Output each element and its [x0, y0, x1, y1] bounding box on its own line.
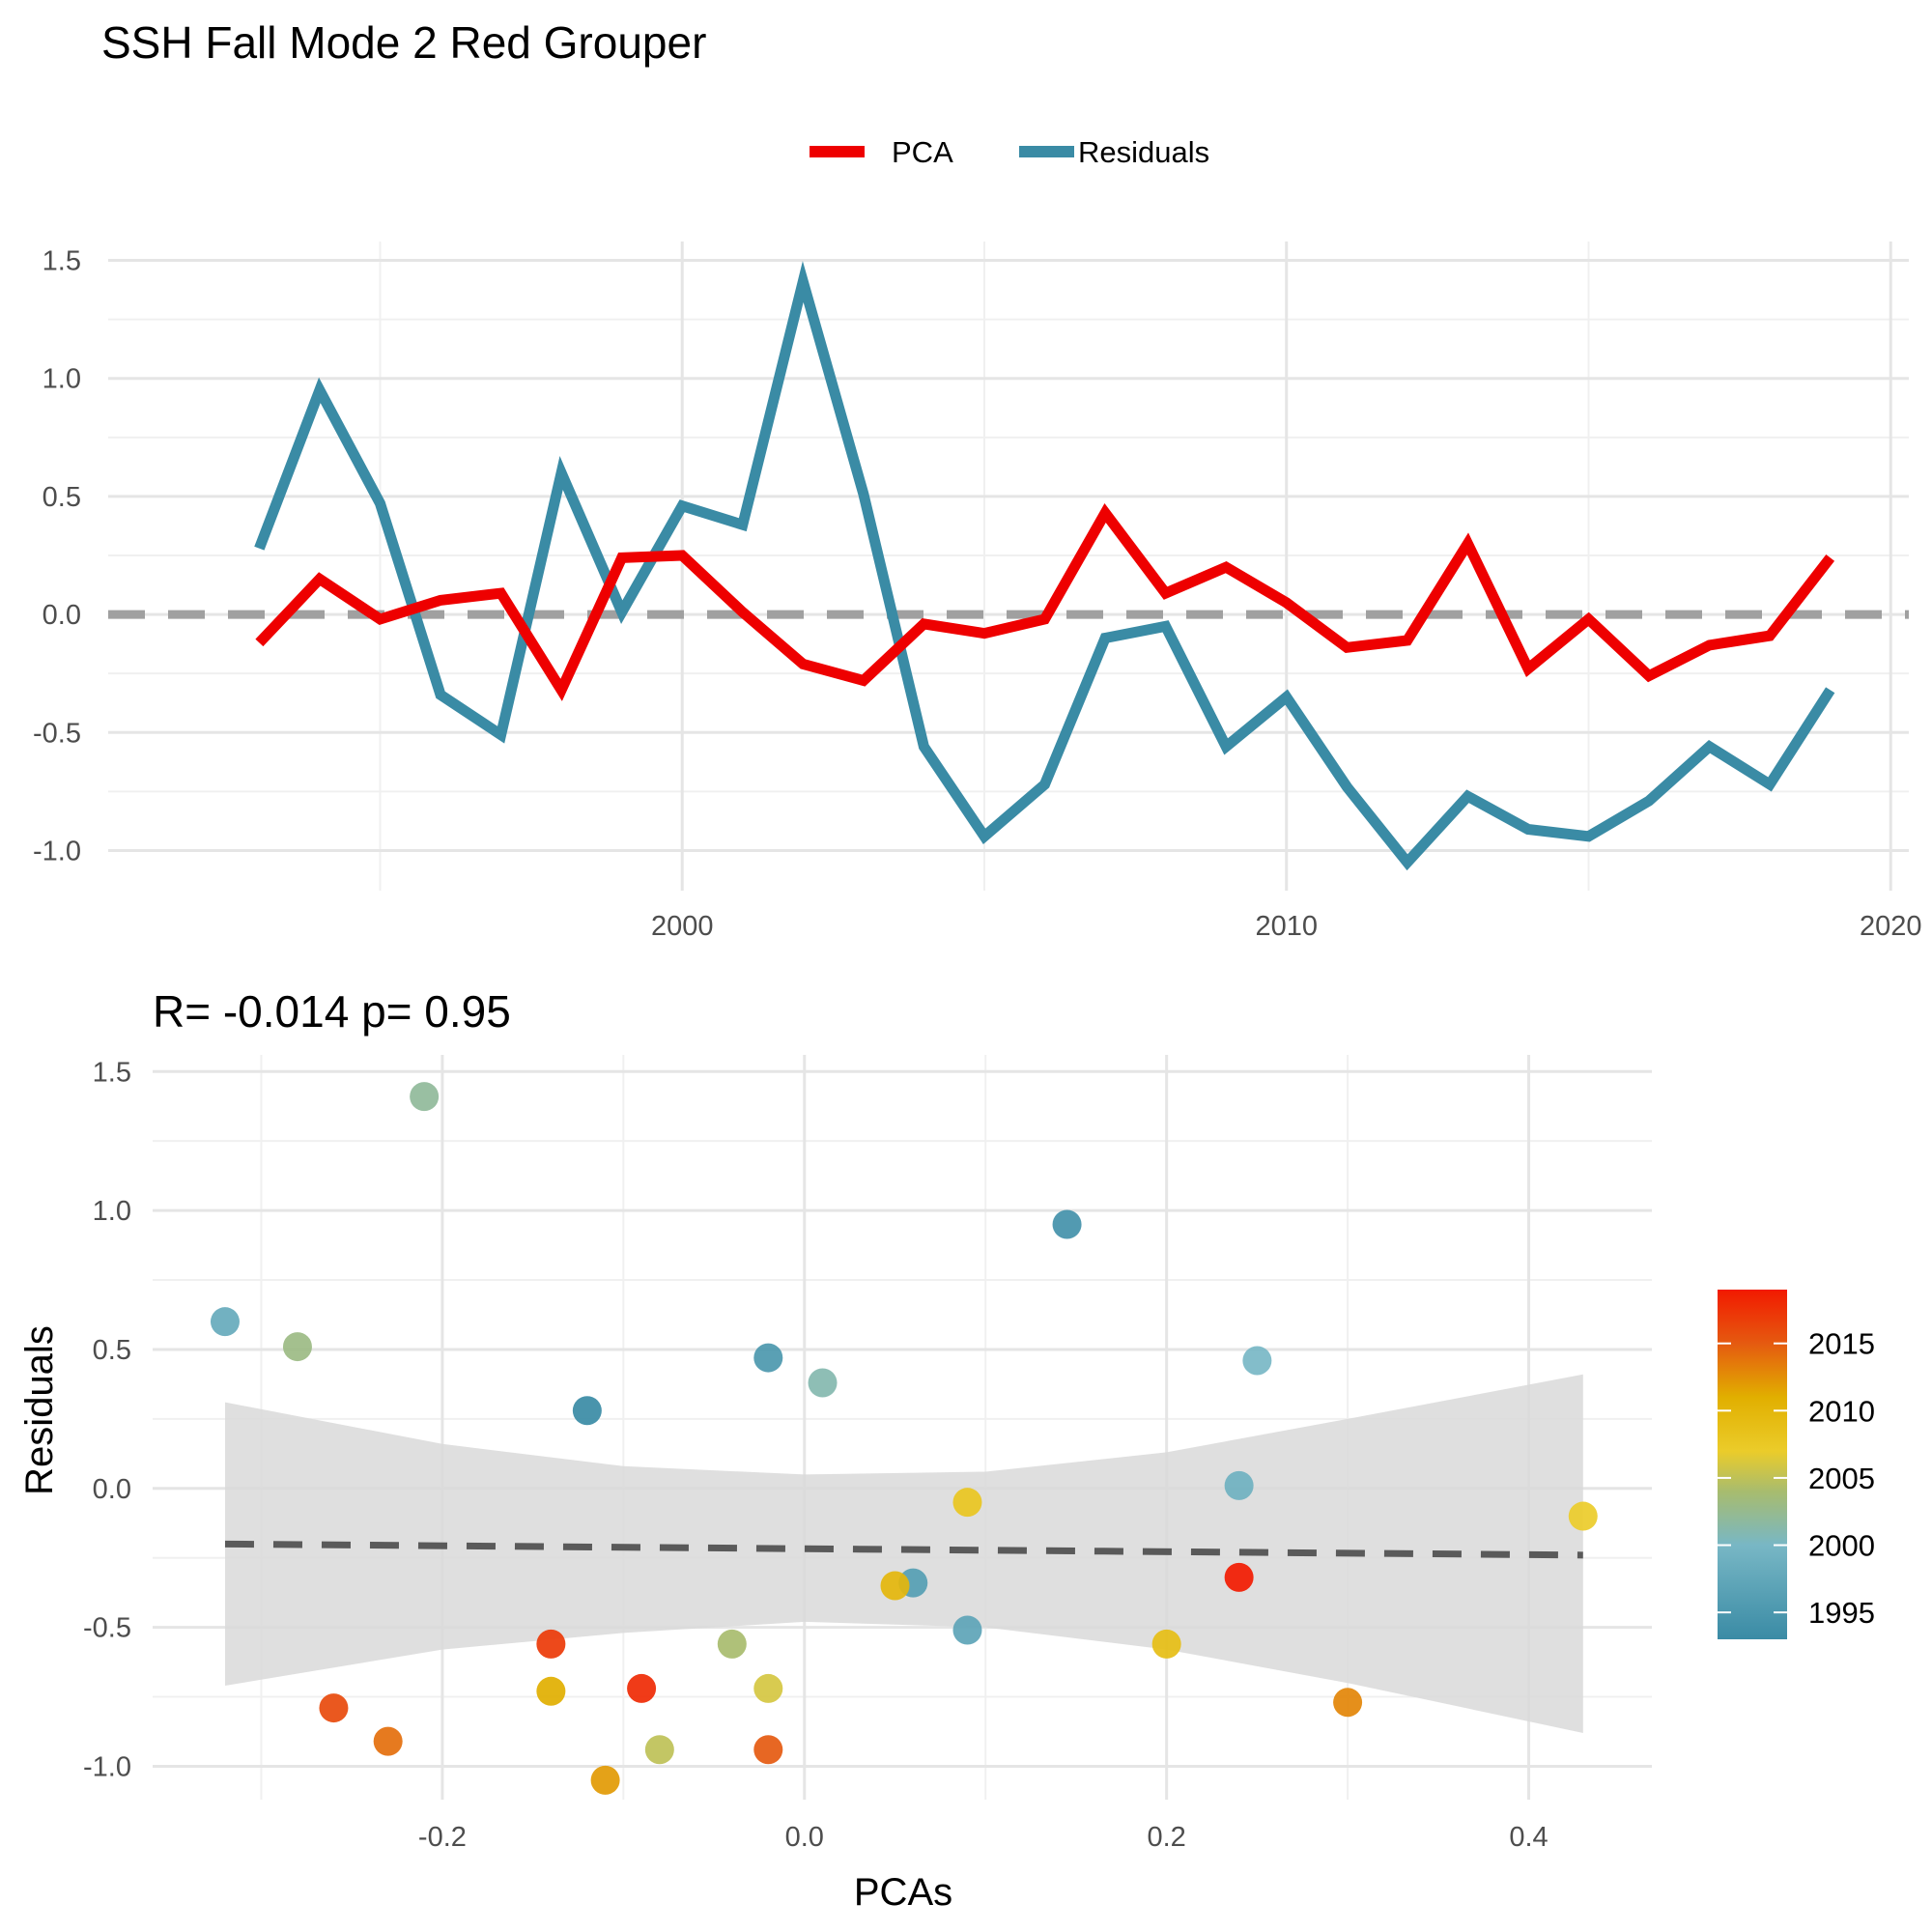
scatter-point — [753, 1673, 783, 1703]
x-tick-label: 0.2 — [1147, 1822, 1185, 1853]
scatter-point — [319, 1693, 349, 1723]
time-series-lines — [254, 261, 1835, 871]
scatter-point — [880, 1571, 910, 1601]
scatter-point — [1242, 1346, 1272, 1376]
y-tick-label: 1.0 — [93, 1196, 131, 1227]
scatter-point — [536, 1676, 566, 1706]
y-tick-label: 0.5 — [93, 1335, 131, 1366]
series-line-pca — [255, 503, 1835, 701]
colorbar-tick-label: 2015 — [1808, 1327, 1875, 1361]
scatter-point — [717, 1629, 747, 1659]
legend-label-residuals: Residuals — [1078, 135, 1209, 169]
colorbar-tick-label: 1995 — [1808, 1596, 1875, 1630]
scatter-point — [1224, 1470, 1254, 1500]
scatter-point — [282, 1332, 312, 1362]
time-series-panel: -1.0 -0.5 0.0 0.5 1.0 1.5 2000 2010 2020 — [33, 242, 1921, 942]
y-tick-label: 1.5 — [43, 246, 81, 277]
y-tick-label: -0.5 — [33, 718, 81, 749]
scatter-point — [210, 1307, 240, 1337]
scatter-point — [644, 1735, 674, 1765]
x-axis-title: PCAs — [854, 1871, 952, 1914]
scatter-point — [536, 1629, 566, 1659]
colorbar-ticks: 1995 2000 2005 2010 2015 — [1718, 1327, 1875, 1630]
scatter-point — [753, 1343, 783, 1373]
y-tick-label: 1.5 — [93, 1057, 131, 1088]
page-title: SSH Fall Mode 2 Red Grouper — [101, 17, 706, 68]
scatter-point — [1151, 1629, 1181, 1659]
x-tick-label: 2000 — [651, 911, 714, 942]
y-tick-label: 0.5 — [43, 482, 81, 513]
x-tick-label: 0.4 — [1509, 1822, 1548, 1853]
regression-fit-line — [224, 1540, 1583, 1559]
scatter-point — [952, 1615, 982, 1645]
colorbar-tick-label: 2000 — [1808, 1529, 1875, 1563]
confidence-band — [225, 1374, 1583, 1733]
scatter-point — [1224, 1562, 1254, 1592]
x-tick-label: 2010 — [1255, 911, 1318, 942]
legend: PCA Residuals — [810, 135, 1209, 169]
time-series-grid — [108, 242, 1909, 891]
x-tick-label: 0.0 — [785, 1822, 824, 1853]
y-tick-label: 1.0 — [43, 364, 81, 395]
scatter-point — [1568, 1501, 1598, 1531]
scatter-y-axis: -1.0 -0.5 0.0 0.5 1.0 1.5 — [83, 1057, 131, 1782]
scatter-point — [808, 1368, 838, 1398]
time-series-x-axis: 2000 2010 2020 — [651, 911, 1922, 942]
correlation-stat-label: R= -0.014 p= 0.95 — [153, 986, 511, 1037]
scatter-x-axis: -0.2 0.0 0.2 0.4 — [418, 1822, 1548, 1853]
time-series-y-axis: -1.0 -0.5 0.0 0.5 1.0 1.5 — [33, 246, 81, 867]
scatter-point — [952, 1488, 982, 1518]
scatter-point — [590, 1765, 620, 1795]
x-tick-label: -0.2 — [418, 1822, 467, 1853]
colorbar-gradient — [1718, 1290, 1787, 1639]
scatter-panel: -1.0-0.50.00.51.01.5 -0.2 0.0 0.2 0.4 PCAs … — [18, 1055, 1652, 1914]
scatter-point — [572, 1396, 602, 1426]
y-tick-label: -1.0 — [83, 1751, 131, 1782]
colorbar-tick-label: 2010 — [1808, 1394, 1875, 1428]
scatter-point — [1333, 1688, 1363, 1718]
scatter-point — [373, 1726, 403, 1756]
y-axis-title: Residuals — [18, 1325, 61, 1495]
scatter-point — [1052, 1209, 1082, 1239]
year-colorbar: 1995 2000 2005 2010 2015 — [1718, 1290, 1875, 1639]
scatter-points — [210, 1082, 1598, 1795]
y-tick-label: 0.0 — [43, 600, 81, 631]
y-tick-label: -1.0 — [33, 836, 81, 867]
colorbar-tick-label: 2005 — [1808, 1462, 1875, 1495]
scatter-point — [410, 1082, 440, 1112]
scatter-point — [753, 1735, 783, 1765]
legend-label-pca: PCA — [892, 135, 953, 169]
x-tick-label: 2020 — [1860, 911, 1922, 942]
y-tick-label: -0.5 — [83, 1613, 131, 1644]
scatter-point — [627, 1673, 657, 1703]
series-line-residuals — [254, 261, 1835, 871]
y-tick-label: 0.0 — [93, 1474, 131, 1505]
